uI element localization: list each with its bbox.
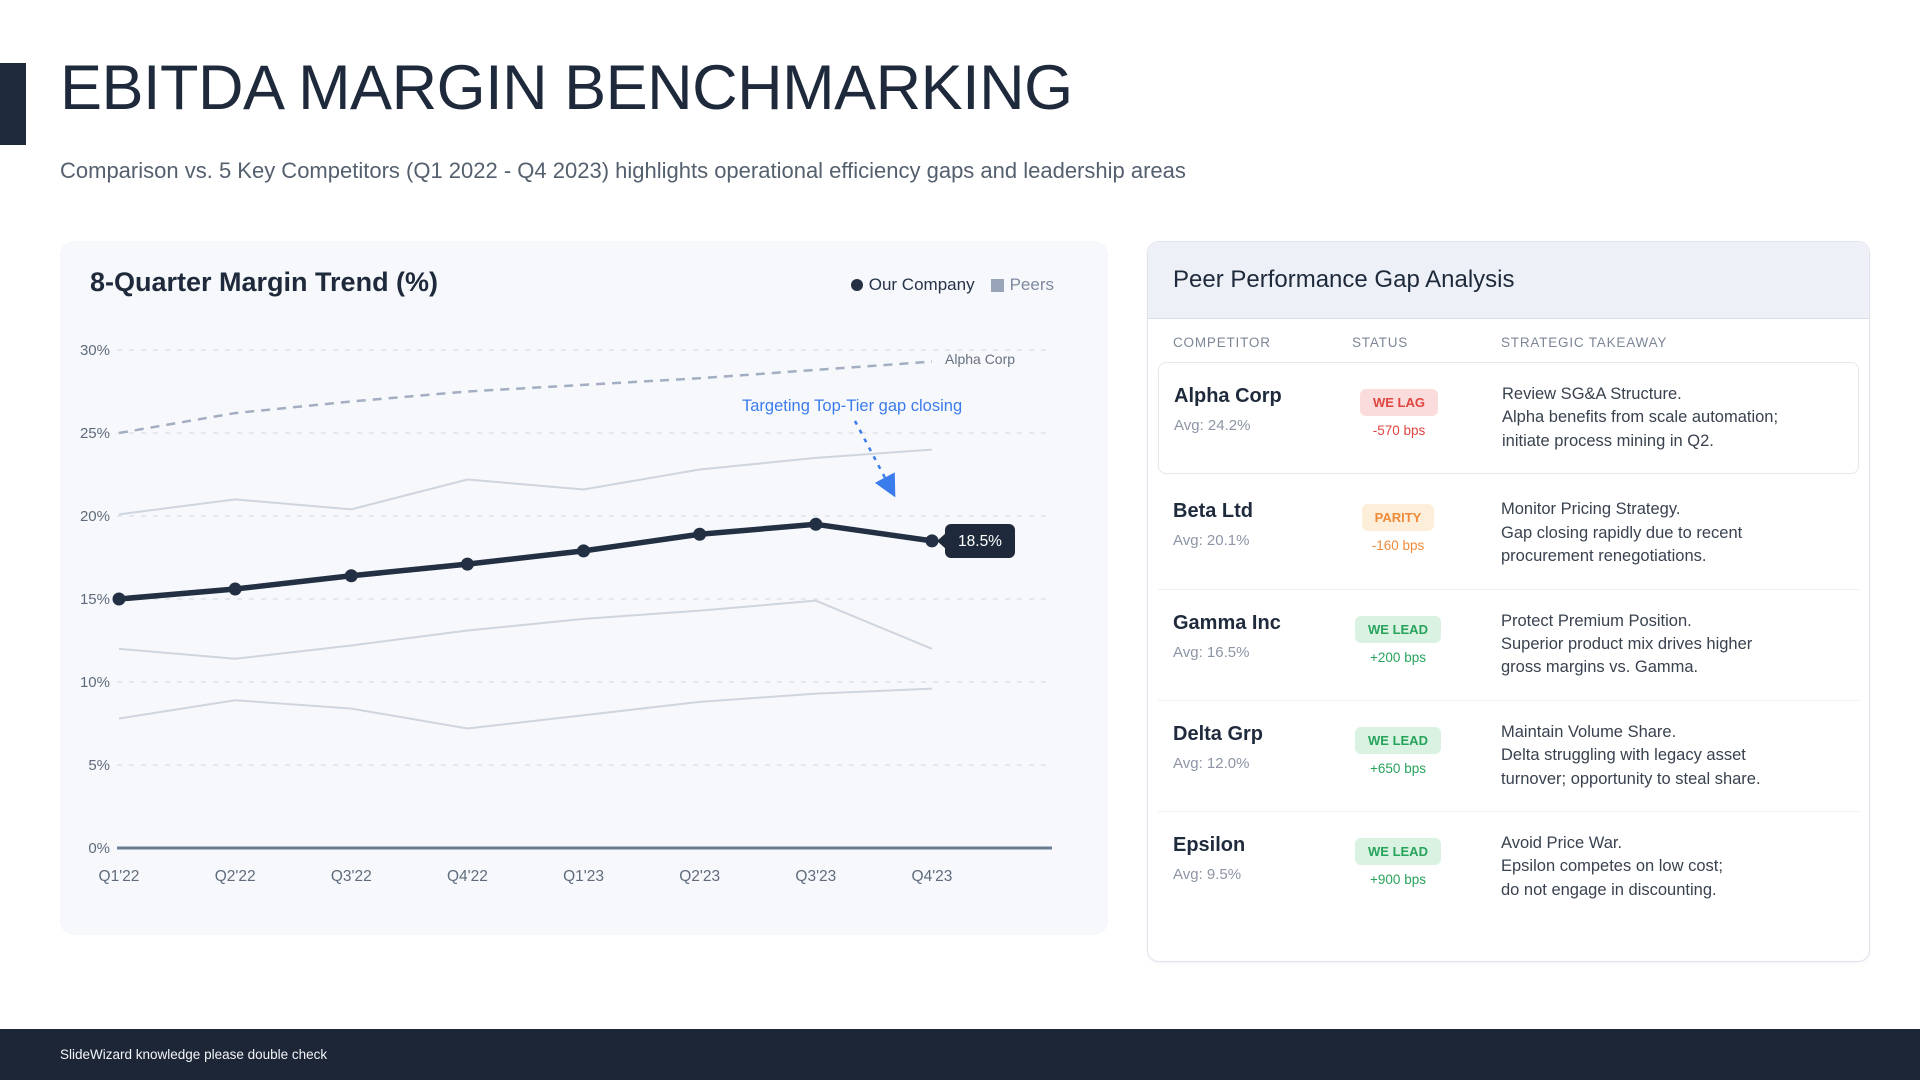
panel-title: Peer Performance Gap Analysis bbox=[1173, 266, 1515, 293]
svg-text:0%: 0% bbox=[88, 840, 110, 857]
column-header-takeaway: STRATEGIC TAKEAWAY bbox=[1501, 335, 1668, 350]
svg-text:Q4'22: Q4'22 bbox=[447, 868, 488, 885]
svg-text:10%: 10% bbox=[80, 674, 110, 691]
svg-text:Q4'23: Q4'23 bbox=[912, 868, 953, 885]
competitor-name: Beta Ltd bbox=[1173, 500, 1253, 523]
column-header-status: STATUS bbox=[1352, 335, 1409, 350]
page-subtitle: Comparison vs. 5 Key Competitors (Q1 202… bbox=[60, 158, 1186, 183]
status-cell: PARITY -160 bps bbox=[1323, 498, 1473, 553]
title-accent-bar bbox=[0, 63, 26, 145]
svg-text:30%: 30% bbox=[80, 342, 110, 359]
table-row[interactable]: Delta Grp Avg: 12.0% WE LEAD +650 bps Mainta… bbox=[1158, 701, 1859, 813]
status-bps: -160 bps bbox=[1371, 538, 1425, 554]
status-badge: WE LEAD bbox=[1355, 615, 1441, 643]
gap-analysis-panel: Peer Performance Gap Analysis COMPETITOR… bbox=[1147, 241, 1870, 962]
svg-text:18.5%: 18.5% bbox=[958, 533, 1002, 550]
competitor-avg: Avg: 24.2% bbox=[1174, 417, 1251, 434]
competitor-name: Gamma Inc bbox=[1173, 611, 1281, 634]
svg-text:5%: 5% bbox=[88, 757, 110, 774]
legend-our-company-label: Our Company bbox=[868, 275, 975, 294]
competitor-cell: Beta Ltd Avg: 20.1% bbox=[1173, 498, 1323, 549]
status-bps: +900 bps bbox=[1370, 872, 1426, 888]
gap-table-body: Alpha Corp Avg: 24.2% WE LAG -570 bps Review… bbox=[1148, 360, 1869, 922]
footer-bar: SlideWizard knowledge please double chec… bbox=[0, 1029, 1920, 1080]
competitor-avg: Avg: 9.5% bbox=[1173, 866, 1242, 884]
svg-text:Targeting Top-Tier gap closing: Targeting Top-Tier gap closing bbox=[742, 397, 962, 415]
svg-text:Alpha Corp: Alpha Corp bbox=[945, 351, 1015, 367]
footer-text: SlideWizard knowledge please double chec… bbox=[60, 1047, 328, 1062]
svg-text:Q2'23: Q2'23 bbox=[679, 868, 720, 885]
margin-trend-chart: 0% 5% 10% 15% 20% 25% 30% Q1'22 Q2'22 Q3'22 Q4'22 Q… bbox=[80, 342, 1052, 885]
table-row[interactable]: Gamma Inc Avg: 16.5% WE LEAD +200 bps Protec… bbox=[1158, 590, 1859, 701]
takeaway-cell: Avoid Price War. Epsilon competes on low … bbox=[1501, 834, 1723, 899]
status-badge: WE LEAD bbox=[1355, 726, 1441, 754]
status-cell: WE LEAD +900 bps bbox=[1323, 832, 1473, 887]
svg-text:Q1'22: Q1'22 bbox=[99, 868, 140, 885]
takeaway-cell: Monitor Pricing Strategy. Gap closing rap… bbox=[1501, 500, 1743, 566]
status-badge: WE LAG bbox=[1360, 389, 1438, 416]
table-row[interactable]: Epsilon Avg: 9.5% WE LEAD +900 bps Avoid Pri… bbox=[1158, 812, 1859, 922]
svg-text:Q1'23: Q1'23 bbox=[563, 868, 604, 885]
competitor-name: Delta Grp bbox=[1173, 722, 1264, 745]
svg-text:Q3'22: Q3'22 bbox=[331, 868, 372, 885]
competitor-name: Epsilon bbox=[1173, 834, 1246, 857]
status-cell: WE LAG -570 bps bbox=[1324, 383, 1474, 438]
status-cell: WE LEAD +200 bps bbox=[1323, 610, 1473, 665]
gap-analysis-panel-header: Peer Performance Gap Analysis bbox=[1148, 242, 1869, 319]
table-row[interactable]: Alpha Corp Avg: 24.2% WE LAG -570 bps Review… bbox=[1158, 362, 1859, 475]
svg-text:Q3'23: Q3'23 bbox=[795, 868, 836, 885]
gap-table-header-row: COMPETITOR STATUS STRATEGIC TAKEAWAY bbox=[1148, 319, 1869, 360]
status-bps: +200 bps bbox=[1370, 649, 1426, 665]
legend-peers-label: Peers bbox=[1009, 275, 1054, 294]
takeaway-cell: Maintain Volume Share. Delta struggling w… bbox=[1501, 722, 1761, 788]
competitor-cell: Alpha Corp Avg: 24.2% bbox=[1174, 383, 1324, 434]
takeaway-cell: Review SG&A Structure. Alpha benefits fro… bbox=[1502, 385, 1779, 450]
svg-text:20%: 20% bbox=[80, 508, 110, 525]
competitor-avg: Avg: 16.5% bbox=[1173, 643, 1250, 661]
competitor-cell: Delta Grp Avg: 12.0% bbox=[1173, 721, 1323, 772]
svg-text:15%: 15% bbox=[80, 591, 110, 608]
legend-dot-icon bbox=[850, 279, 863, 291]
status-badge: WE LEAD bbox=[1355, 838, 1441, 866]
svg-text:25%: 25% bbox=[80, 425, 110, 442]
page-title: EBITDA MARGIN BENCHMARKING bbox=[60, 53, 1073, 123]
table-row[interactable]: Beta Ltd Avg: 20.1% PARITY -160 bps Monitor … bbox=[1158, 478, 1859, 590]
competitor-cell: Gamma Inc Avg: 16.5% bbox=[1173, 610, 1323, 661]
margin-trend-chart-card: 0% 5% 10% 15% 20% 25% 30% Q1'22 Q2'22 Q3'22 Q4'22 Q… bbox=[60, 241, 1108, 935]
competitor-cell: Epsilon Avg: 9.5% bbox=[1173, 832, 1323, 883]
competitor-avg: Avg: 12.0% bbox=[1173, 754, 1250, 772]
takeaway-cell: Protect Premium Position. Superior produc… bbox=[1501, 611, 1753, 677]
legend-square-icon bbox=[990, 278, 1004, 292]
chart-title: 8-Quarter Margin Trend (%) bbox=[90, 267, 439, 297]
svg-text:Q2'22: Q2'22 bbox=[215, 868, 256, 885]
competitor-avg: Avg: 20.1% bbox=[1173, 532, 1250, 550]
status-cell: WE LEAD +650 bps bbox=[1323, 721, 1473, 776]
status-badge: PARITY bbox=[1361, 504, 1435, 532]
column-header-competitor: COMPETITOR bbox=[1173, 335, 1271, 350]
status-bps: -570 bps bbox=[1372, 423, 1426, 438]
chart-legend: Our Company Peers bbox=[850, 275, 1054, 295]
competitor-name: Alpha Corp bbox=[1174, 385, 1282, 407]
status-bps: +650 bps bbox=[1370, 760, 1426, 776]
